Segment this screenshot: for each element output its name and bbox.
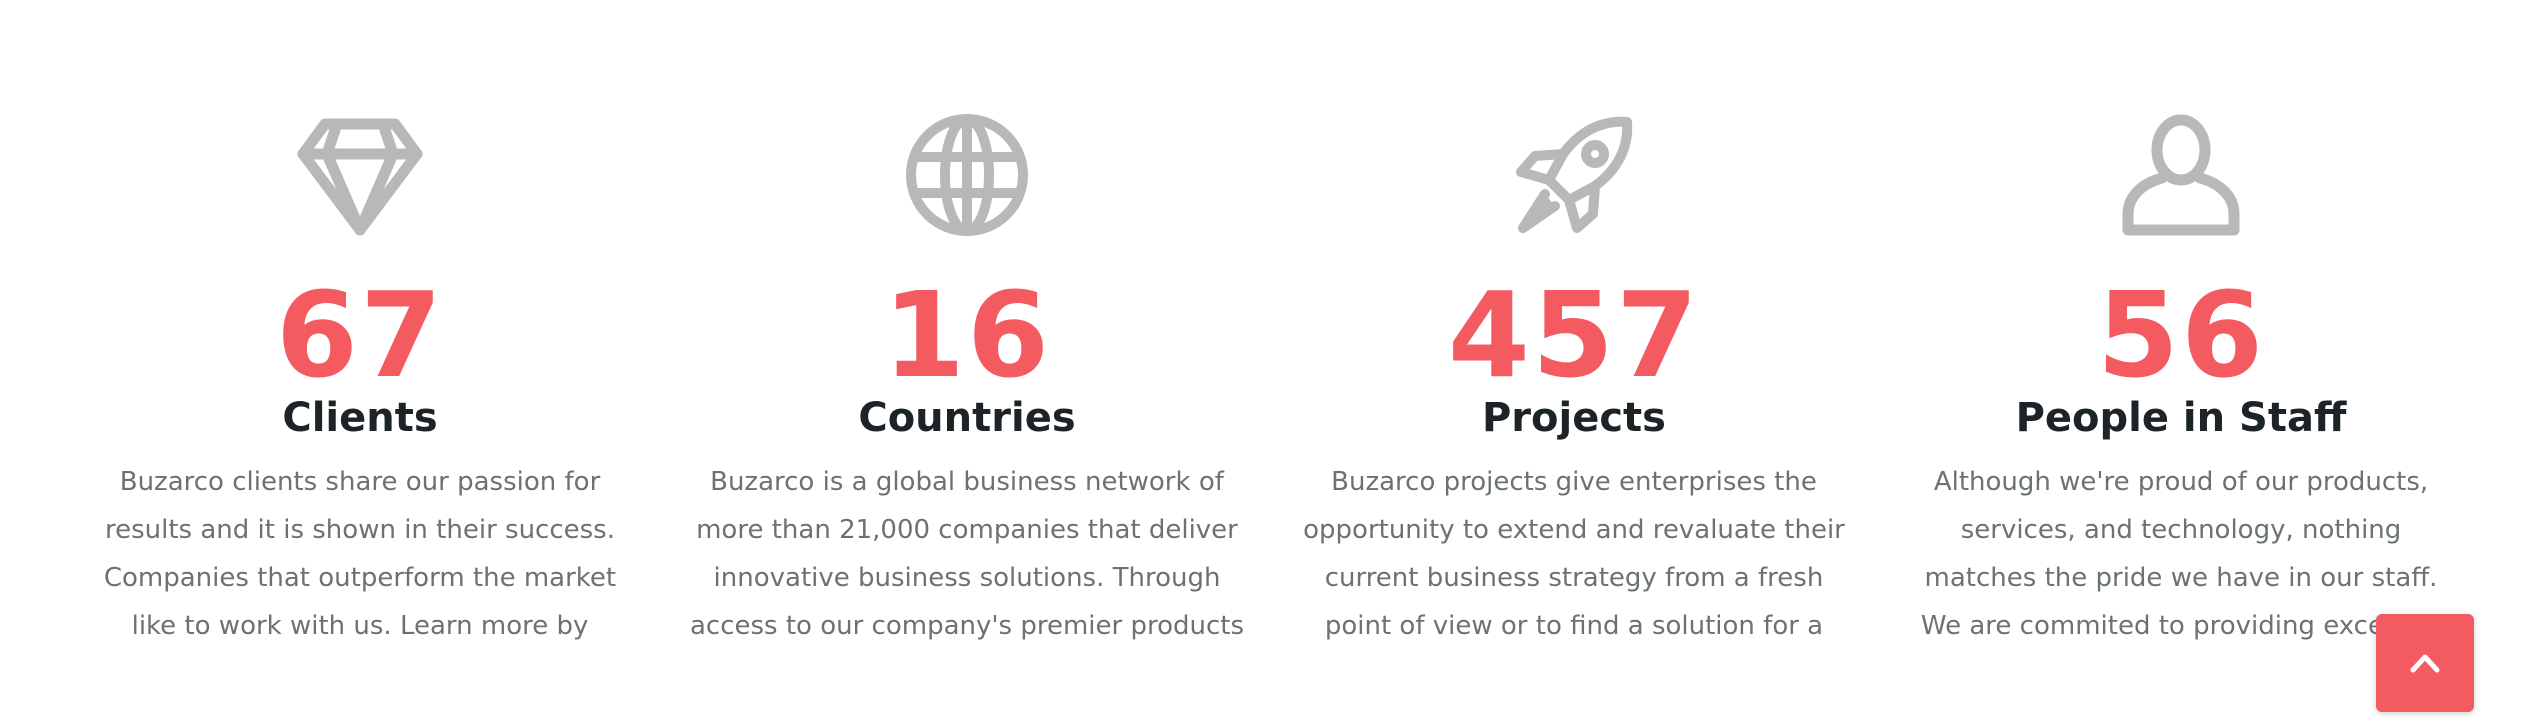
stat-number: 457 (1447, 266, 1701, 404)
stat-label: People in Staff (2015, 395, 2347, 441)
scroll-to-top-button[interactable] (2376, 614, 2474, 712)
globe-icon (667, 110, 1267, 240)
rocket-icon (1274, 110, 1874, 240)
stat-label: Projects (1481, 395, 1666, 441)
stat-clients: 67 Clients Buzarco clients share our pas… (60, 110, 660, 650)
stat-countries: 16 Countries Buzarco is a global busines… (667, 110, 1267, 650)
stat-description: Buzarco is a global business network of … (689, 467, 1245, 641)
stat-description: Although we're proud of our products, se… (1920, 467, 2441, 641)
stat-projects: 457 Projects Buzarco projects give enter… (1274, 110, 1874, 650)
person-icon (1881, 110, 2481, 240)
stat-number: 56 (2096, 266, 2266, 404)
stat-staff: 56 People in Staff Although we're proud … (1881, 110, 2481, 650)
diamond-icon (60, 110, 660, 240)
stat-description: Buzarco clients share our passion for re… (103, 467, 617, 641)
stat-number: 16 (882, 266, 1052, 404)
stat-label: Countries (858, 395, 1076, 441)
chevron-up-icon (2405, 643, 2445, 683)
stat-description: Buzarco projects give enterprises the op… (1303, 467, 1845, 641)
stat-label: Clients (282, 395, 438, 441)
stat-number: 67 (275, 266, 445, 404)
